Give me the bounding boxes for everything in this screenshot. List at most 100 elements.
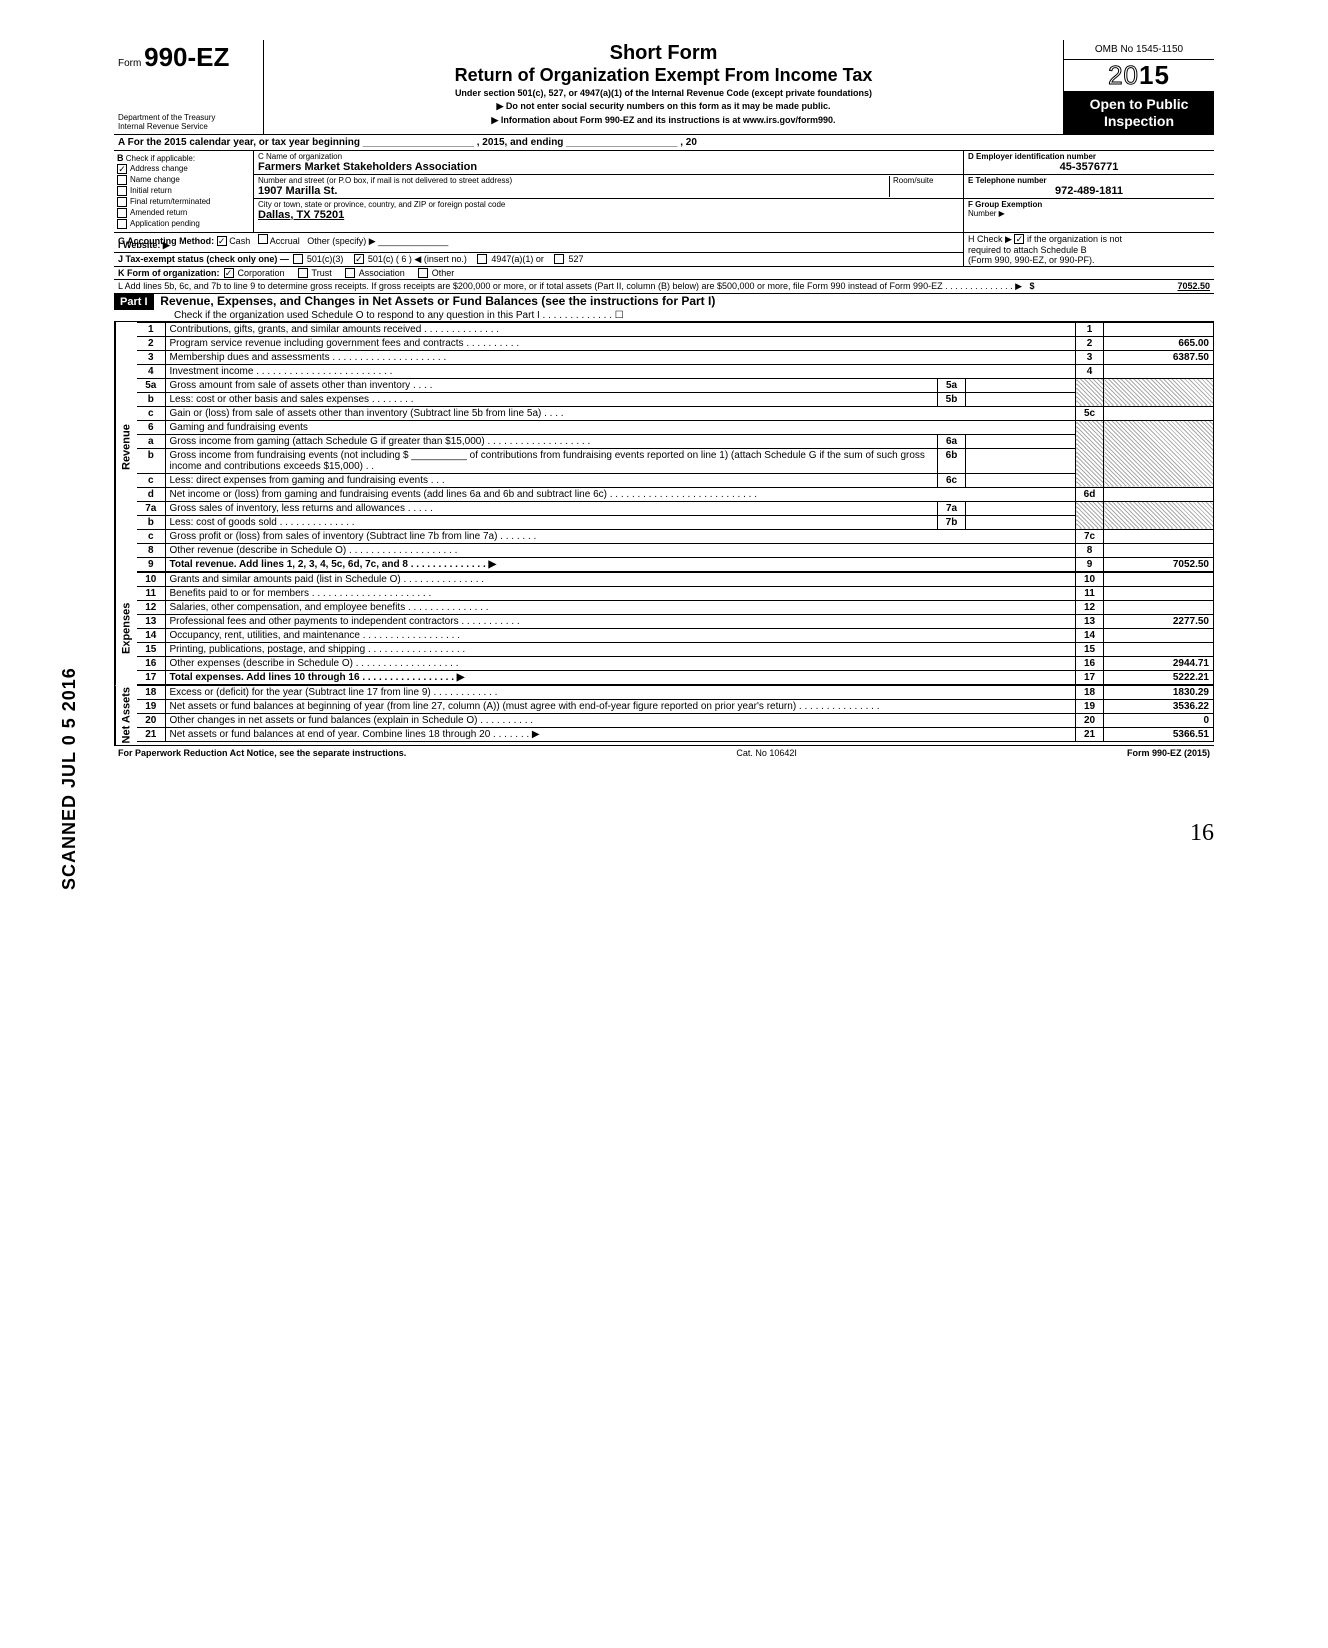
l15-amt bbox=[1104, 642, 1214, 656]
chk-application-pending[interactable] bbox=[117, 219, 127, 229]
l16-no: 16 bbox=[137, 656, 165, 670]
notice-2: ▶ Information about Form 990-EZ and its … bbox=[270, 115, 1057, 126]
ein-value: 45-3576771 bbox=[968, 161, 1210, 173]
l2-desc: Program service revenue including govern… bbox=[165, 336, 1076, 350]
l6c-desc: Less: direct expenses from gaming and fu… bbox=[165, 473, 938, 487]
column-def: D Employer identification number 45-3576… bbox=[964, 151, 1214, 232]
l6d-outno: 6d bbox=[1076, 487, 1104, 501]
l5b-inamt bbox=[966, 392, 1076, 406]
l6d-no: d bbox=[137, 487, 165, 501]
l6b-inamt bbox=[966, 448, 1076, 473]
l4-outno: 4 bbox=[1076, 364, 1104, 378]
chk-527[interactable] bbox=[554, 254, 564, 264]
part1-tag: Part I bbox=[114, 294, 154, 310]
column-b: B Check if applicable: ✓Address change N… bbox=[114, 151, 254, 232]
l16-desc: Other expenses (describe in Schedule O) … bbox=[165, 656, 1076, 670]
e-phone-hdr: E Telephone number bbox=[968, 176, 1210, 185]
notice-1: ▶ Do not enter social security numbers o… bbox=[270, 101, 1057, 112]
l16-amt: 2944.71 bbox=[1104, 656, 1214, 670]
l10-no: 10 bbox=[137, 572, 165, 586]
l7a-no: 7a bbox=[137, 501, 165, 515]
l5c-desc: Gain or (loss) from sale of assets other… bbox=[165, 406, 1076, 420]
l2-outno: 2 bbox=[1076, 336, 1104, 350]
chk-501c3[interactable] bbox=[293, 254, 303, 264]
lbl-other-org: Other bbox=[432, 268, 455, 278]
f-group-hdr: F Group Exemption bbox=[968, 200, 1042, 209]
l11-no: 11 bbox=[137, 586, 165, 600]
l8-desc: Other revenue (describe in Schedule O) .… bbox=[165, 543, 1076, 557]
l7b-no: b bbox=[137, 515, 165, 529]
chk-cash[interactable]: ✓ bbox=[217, 236, 227, 246]
form-header: Form 990-EZ Department of the Treasury I… bbox=[114, 40, 1214, 135]
expenses-table: 10Grants and similar amounts paid (list … bbox=[137, 572, 1214, 685]
lbl-application-pending: Application pending bbox=[130, 219, 200, 228]
year-outline: 20 bbox=[1108, 60, 1139, 90]
l20-outno: 20 bbox=[1076, 713, 1104, 727]
lbl-cash: Cash bbox=[229, 236, 250, 246]
l15-no: 15 bbox=[137, 642, 165, 656]
l12-amt bbox=[1104, 600, 1214, 614]
year-bold: 15 bbox=[1139, 60, 1170, 90]
h-text3: required to attach Schedule B bbox=[968, 245, 1087, 255]
l20-desc: Other changes in net assets or fund bala… bbox=[165, 713, 1076, 727]
b-sublabel: Check if applicable: bbox=[126, 154, 195, 163]
k-label: K Form of organization: bbox=[118, 268, 220, 278]
chk-name-change[interactable] bbox=[117, 175, 127, 185]
l-currency: $ bbox=[1030, 281, 1035, 291]
lbl-initial-return: Initial return bbox=[130, 186, 172, 195]
l6c-inamt bbox=[966, 473, 1076, 487]
short-form-title: Short Form bbox=[270, 42, 1057, 65]
chk-other-org[interactable] bbox=[418, 268, 428, 278]
chk-initial-return[interactable] bbox=[117, 186, 127, 196]
l6c-no: c bbox=[137, 473, 165, 487]
l5b-no: b bbox=[137, 392, 165, 406]
l-text: L Add lines 5b, 6c, and 7b to line 9 to … bbox=[118, 281, 1022, 291]
l6b-desc: Gross income from fundraising events (no… bbox=[165, 448, 938, 473]
chk-501c[interactable]: ✓ bbox=[354, 254, 364, 264]
l19-outno: 19 bbox=[1076, 699, 1104, 713]
org-street: 1907 Marilla St. bbox=[258, 185, 889, 197]
chk-final-return[interactable] bbox=[117, 197, 127, 207]
l10-outno: 10 bbox=[1076, 572, 1104, 586]
chk-accrual[interactable] bbox=[258, 234, 268, 244]
l21-no: 21 bbox=[137, 727, 165, 741]
org-name: Farmers Market Stakeholders Association bbox=[258, 161, 959, 173]
chk-corp[interactable]: ✓ bbox=[224, 268, 234, 278]
l11-outno: 11 bbox=[1076, 586, 1104, 600]
netassets-label: Net Assets bbox=[115, 685, 137, 745]
l20-no: 20 bbox=[137, 713, 165, 727]
footer-right: Form 990-EZ (2015) bbox=[1127, 748, 1210, 758]
l13-no: 13 bbox=[137, 614, 165, 628]
chk-assoc[interactable] bbox=[345, 268, 355, 278]
l14-amt bbox=[1104, 628, 1214, 642]
l17-desc: Total expenses. Add lines 10 through 16 … bbox=[165, 670, 1076, 684]
chk-4947[interactable] bbox=[477, 254, 487, 264]
l12-outno: 12 bbox=[1076, 600, 1104, 614]
l6b-no: b bbox=[137, 448, 165, 473]
org-city: Dallas, TX 75201 bbox=[258, 209, 959, 221]
l19-no: 19 bbox=[137, 699, 165, 713]
footer: For Paperwork Reduction Act Notice, see … bbox=[114, 745, 1214, 760]
revenue-label: Revenue bbox=[115, 322, 137, 572]
l10-desc: Grants and similar amounts paid (list in… bbox=[165, 572, 1076, 586]
chk-trust[interactable] bbox=[298, 268, 308, 278]
chk-amended-return[interactable] bbox=[117, 208, 127, 218]
l18-desc: Excess or (deficit) for the year (Subtra… bbox=[165, 685, 1076, 699]
section-b-c-def: B Check if applicable: ✓Address change N… bbox=[114, 151, 1214, 233]
l4-amt bbox=[1104, 364, 1214, 378]
l1-amt bbox=[1104, 322, 1214, 336]
tax-year: 2015 bbox=[1064, 60, 1214, 92]
l8-outno: 8 bbox=[1076, 543, 1104, 557]
l10-amt bbox=[1104, 572, 1214, 586]
main-title: Return of Organization Exempt From Incom… bbox=[270, 65, 1057, 86]
l9-no: 9 bbox=[137, 557, 165, 571]
chk-address-change[interactable]: ✓ bbox=[117, 164, 127, 174]
subtitle: Under section 501(c), 527, or 4947(a)(1)… bbox=[270, 88, 1057, 98]
lbl-other-method: Other (specify) ▶ bbox=[307, 236, 375, 246]
lbl-assoc: Association bbox=[359, 268, 405, 278]
l9-outno: 9 bbox=[1076, 557, 1104, 571]
department: Department of the Treasury Internal Reve… bbox=[118, 114, 259, 132]
chk-h[interactable]: ✓ bbox=[1014, 234, 1024, 244]
l13-amt: 2277.50 bbox=[1104, 614, 1214, 628]
l3-desc: Membership dues and assessments . . . . … bbox=[165, 350, 1076, 364]
